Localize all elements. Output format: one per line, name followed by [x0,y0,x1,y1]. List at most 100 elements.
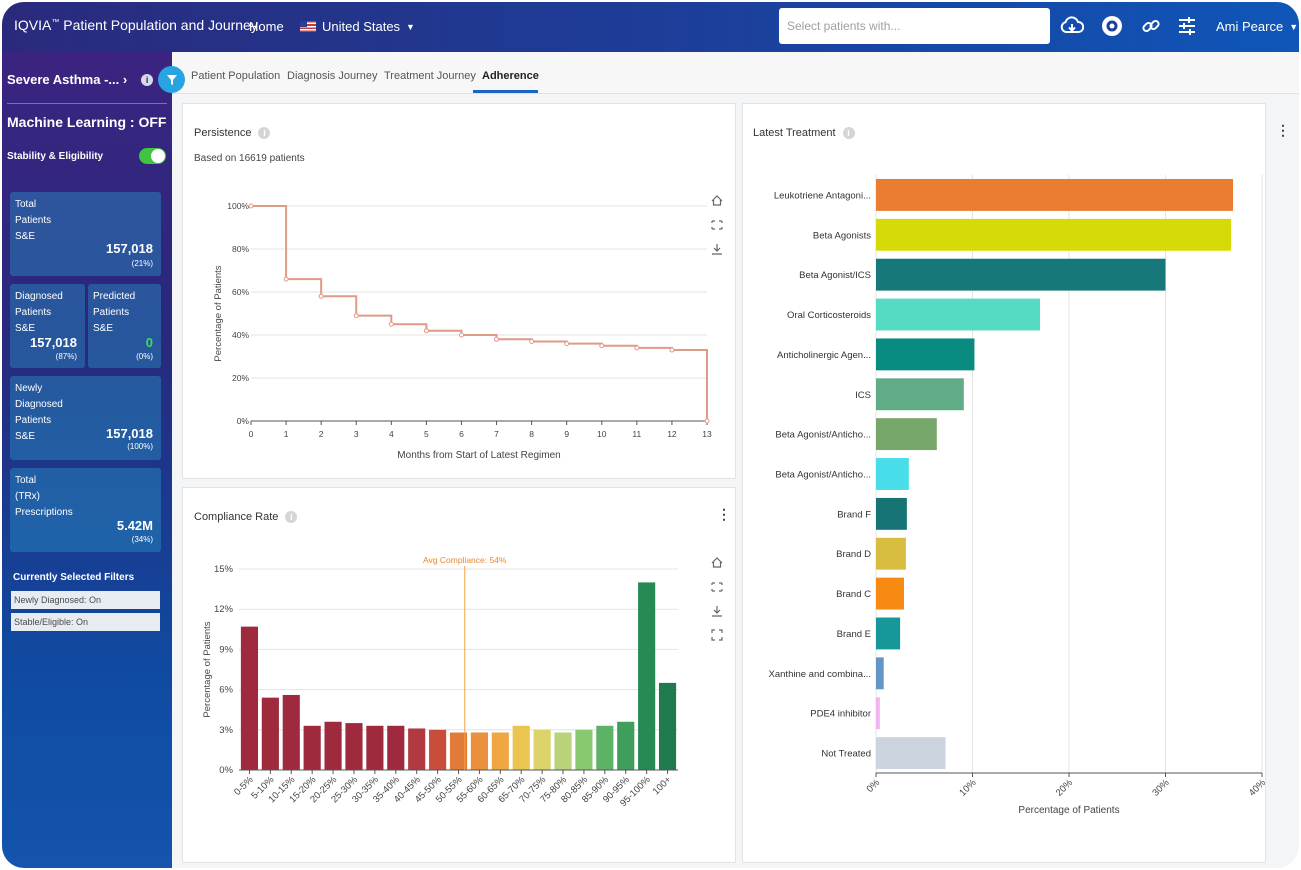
y-tick-label: 15% [214,564,234,575]
diagnosed-patients-card[interactable]: Diagnosed Patients S&E 157,018 (87%) [10,284,85,368]
compliance-bar [366,725,384,770]
x-tick-label: 7 [494,429,499,439]
fullscreen-icon[interactable] [711,629,723,641]
compliance-bar [575,729,593,770]
compliance-bar [429,729,447,770]
category-label: Brand E [837,629,871,640]
ml-status: Machine Learning : OFF [7,114,167,130]
sliders-icon[interactable] [1175,14,1199,38]
zoom-select-icon[interactable] [711,220,723,230]
y-tick-label: 9% [219,644,233,655]
tab-diagnosis-journey[interactable]: Diagnosis Journey [287,70,378,82]
x-tick-label: 1 [284,429,289,439]
download-icon[interactable] [712,244,722,255]
zoom-select-icon[interactable] [711,582,723,592]
reset-zoom-home-icon[interactable] [711,557,723,568]
patient-search-input[interactable] [779,8,1050,44]
data-point [669,347,675,353]
active-tab-indicator [473,90,538,93]
treatment-bar [876,298,1041,331]
app-brand[interactable]: IQVIA™ Patient Population and Journey [14,17,258,33]
predicted-patients-card[interactable]: Predicted Patients S&E 0 (0%) [88,284,161,368]
stability-toggle[interactable] [139,148,166,164]
tab-patient-population[interactable]: Patient Population [191,70,281,82]
filter-chip[interactable]: Newly Diagnosed: On [11,591,160,609]
tab-treatment-journey[interactable]: Treatment Journey [384,70,476,82]
x-tick-label: 11 [632,429,641,439]
treatment-bar [876,338,975,371]
data-point [529,338,535,344]
y-tick-label: 3% [219,725,233,736]
x-axis-label: Months from Start of Latest Regimen [397,450,560,461]
treatment-bar [876,378,964,411]
category-label: Beta Agonist/Anticho... [775,430,871,441]
data-point [248,203,254,209]
category-label: PDE4 inhibitor [810,709,871,720]
us-flag-icon [300,21,316,32]
y-tick-label: 6% [219,685,233,696]
category-label: Brand D [836,549,871,560]
persistence-subtitle: Based on 16619 patients [194,153,305,164]
cloud-download-icon[interactable] [1060,14,1084,38]
card-percent: (21%) [131,259,153,268]
treatment-bar [876,258,1166,291]
download-icon[interactable] [712,606,722,617]
panel-title: Latest Treatment i [753,127,855,139]
info-icon[interactable]: i [285,511,298,523]
reset-zoom-home-icon[interactable] [711,195,723,206]
filter-chip[interactable]: Stable/Eligible: On [11,613,160,631]
country-selector[interactable]: United States ▼ [300,19,415,34]
latest-treatment-chart: 0% 10% 20% 30% 40% Leukotriene Antagoni... Bet… [769,175,1265,816]
country-label: United States [322,19,401,34]
info-icon[interactable]: i [258,127,271,139]
filter-button[interactable] [158,66,185,93]
persistence-title: Persistence [194,127,252,139]
card-label: Predicted Patients S&E [93,291,136,334]
more-options-icon[interactable]: ⋮ [717,506,731,522]
compliance-bar [282,694,300,770]
compliance-bar [387,725,405,770]
persistence-step-line [251,205,708,421]
eye-icon[interactable] [1100,14,1124,38]
user-name: Ami Pearce [1216,19,1284,34]
compliance-bar [617,721,635,770]
brand-name: IQVIA [14,17,52,33]
link-icon[interactable] [1139,14,1163,38]
card-value: 157,018 [106,241,153,256]
more-options-icon[interactable]: ⋮ [1276,122,1290,138]
compliance-bar [324,721,342,770]
x-tick-label: 30% [1150,777,1172,799]
compliance-bar [449,732,468,770]
treatment-bar [876,737,946,770]
total-prescriptions-card[interactable]: Total (TRx) Prescriptions 5.42M (34%) [10,468,161,552]
nav-home-link[interactable]: Home [249,19,284,34]
y-tick-label: 12% [214,604,234,615]
category-label: Brand C [836,589,871,600]
population-title: Severe Asthma -... › [7,72,128,87]
newly-diagnosed-card[interactable]: Newly Diagnosed Patients S&E 157,018 (10… [10,376,161,460]
population-selector[interactable]: Severe Asthma -... › i [7,72,154,87]
data-point [283,276,289,282]
card-percent: (87%) [55,352,77,361]
tab-bar: Patient Population Diagnosis Journey Tre… [172,52,1299,94]
treatment-bar [876,537,906,570]
info-icon[interactable]: i [842,127,855,139]
info-icon[interactable]: i [141,73,154,86]
treatment-bar [876,218,1232,251]
y-tick-label: 0% [237,416,250,426]
total-patients-card[interactable]: Total Patients S&E 157,018 (21%) [10,192,161,276]
card-percent: (0%) [136,352,153,361]
category-label: Beta Agonists [813,230,871,241]
user-menu[interactable]: Ami Pearce ▼ [1216,19,1298,34]
compliance-chart: 0%3%6%9%12%15%0-5%5-10%10-15%15-20%20-25… [202,555,723,809]
data-point [494,336,500,342]
y-tick-label: 40% [232,330,249,340]
panel-title: Persistence i [194,127,271,139]
data-point [458,332,464,338]
persistence-panel: Persistence i Based on 16619 patients 0%… [182,103,736,479]
tab-adherence[interactable]: Adherence [482,70,539,82]
chevron-down-icon: ▼ [406,21,415,32]
card-value: 157,018 [30,335,77,350]
x-tick-label: 8 [529,429,534,439]
